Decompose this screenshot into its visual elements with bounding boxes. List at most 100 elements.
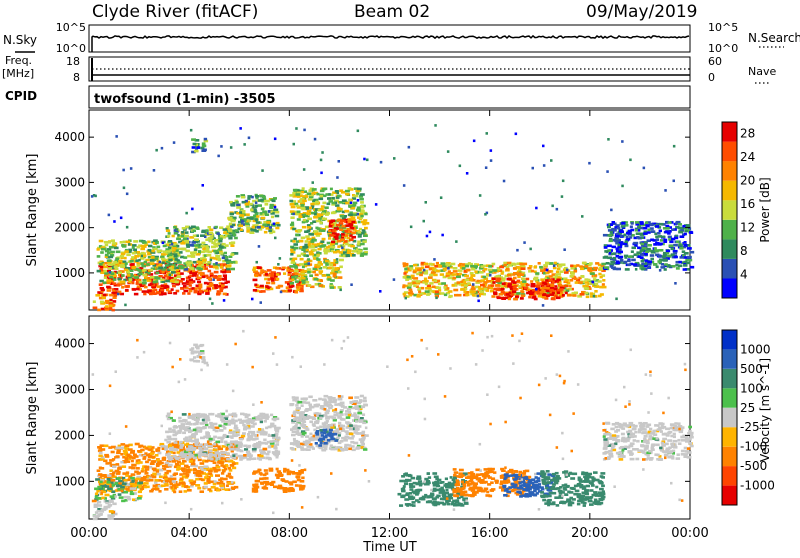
- power-cell: [661, 263, 664, 266]
- velocity-cell: [257, 469, 261, 472]
- velocity-cell: [220, 481, 224, 484]
- velocity-cell: [129, 466, 134, 469]
- power-cell: [166, 250, 171, 253]
- velocity-cell: [243, 454, 247, 457]
- velocity-cell: [117, 488, 120, 491]
- velocity-cell: [127, 496, 130, 499]
- power-cell: [513, 272, 517, 275]
- power-cell: [161, 253, 166, 256]
- power-cell: [556, 279, 560, 282]
- velocity-cell: [275, 440, 279, 443]
- velocity-cell: [274, 454, 279, 457]
- freq-tick-bottom: 8: [73, 71, 80, 84]
- cpid-program-label: twofsound (1-min) -3505: [94, 92, 276, 107]
- velocity-cell: [203, 465, 208, 468]
- power-cell: [511, 293, 515, 296]
- power-cell: [183, 285, 187, 288]
- power-cell: [268, 210, 271, 213]
- power-cell: [539, 266, 543, 269]
- power-cell: [229, 242, 234, 245]
- power-cell: [482, 276, 486, 279]
- power-cell: [567, 294, 572, 297]
- velocity-cell: [188, 416, 192, 419]
- velocity-cell: [338, 434, 341, 437]
- nsearch-label: N.Search: [748, 31, 800, 45]
- power-cell: [255, 195, 259, 198]
- power-cell: [126, 271, 130, 274]
- velocity-cell: [261, 452, 266, 455]
- power-cell: [635, 268, 638, 271]
- power-cell: [595, 262, 599, 265]
- power-cell: [630, 229, 634, 232]
- power-cell: [293, 243, 298, 246]
- velocity-cell: [229, 475, 232, 478]
- power-cell: [184, 235, 189, 238]
- power-cell: [472, 294, 475, 297]
- velocity-cell: [205, 460, 209, 463]
- power-cell: [210, 259, 213, 262]
- power-cell: [506, 268, 510, 271]
- velocity-cell: [263, 448, 268, 451]
- power-cell: [286, 269, 289, 272]
- power-cell: [203, 250, 208, 253]
- power-cell: [356, 192, 359, 195]
- power-cell: [479, 271, 483, 274]
- velocity-cell: [324, 395, 329, 398]
- velocity-cell: [232, 415, 237, 418]
- power-cell: [336, 250, 339, 253]
- power-cell: [516, 249, 519, 252]
- power-cell: [191, 253, 195, 256]
- velocity-cell: [192, 448, 196, 451]
- power-cell: [260, 272, 263, 275]
- power-cell: [348, 199, 351, 202]
- power-cell: [618, 244, 621, 247]
- power-cell: [253, 267, 257, 270]
- power-cell: [296, 193, 301, 196]
- power-cell: [357, 199, 360, 202]
- power-cell: [317, 232, 322, 235]
- velocity-cell: [199, 429, 203, 432]
- power-cell: [403, 284, 406, 287]
- power-cell: [289, 194, 293, 197]
- power-cell: [300, 258, 304, 261]
- power-cell: [404, 264, 409, 267]
- power-cell: [470, 274, 475, 277]
- power-cell: [556, 271, 559, 274]
- power-cell: [143, 293, 146, 296]
- power-cell: [462, 267, 466, 270]
- power-cell: [295, 127, 298, 130]
- velocity-cell: [259, 455, 264, 458]
- velocity-cell: [220, 419, 225, 422]
- velocity-cell: [253, 423, 256, 426]
- power-cell: [218, 275, 222, 278]
- velocity-cell: [118, 480, 123, 483]
- power-cell: [353, 195, 358, 198]
- nave-tick-top: 60: [708, 55, 722, 68]
- power-cell: [676, 240, 680, 243]
- power-cell: [337, 195, 341, 198]
- power-cell: [169, 267, 172, 270]
- power-cell: [507, 262, 512, 265]
- power-cell: [465, 265, 469, 268]
- nave-tick-bottom: 0: [708, 71, 715, 84]
- power-cell: [291, 206, 296, 209]
- power-cell: [192, 274, 196, 277]
- power-cell: [496, 278, 501, 281]
- power-cell: [267, 278, 270, 281]
- power-cell: [340, 220, 345, 223]
- velocity-cell: [183, 438, 186, 441]
- velocity-cell: [220, 429, 223, 432]
- y-tick-label: 4000: [54, 130, 85, 144]
- power-cell: [615, 298, 618, 301]
- velocity-cell: [251, 419, 255, 422]
- power-cell: [230, 244, 234, 247]
- velocity-cell: [156, 470, 159, 473]
- power-cell: [295, 280, 299, 283]
- velocity-cell: [196, 474, 201, 477]
- power-cell: [673, 180, 676, 183]
- power-cell: [419, 274, 423, 277]
- power-cell: [441, 262, 446, 265]
- velocity-cell: [215, 441, 220, 444]
- velocity-cell: [111, 451, 115, 454]
- power-cell: [129, 278, 132, 281]
